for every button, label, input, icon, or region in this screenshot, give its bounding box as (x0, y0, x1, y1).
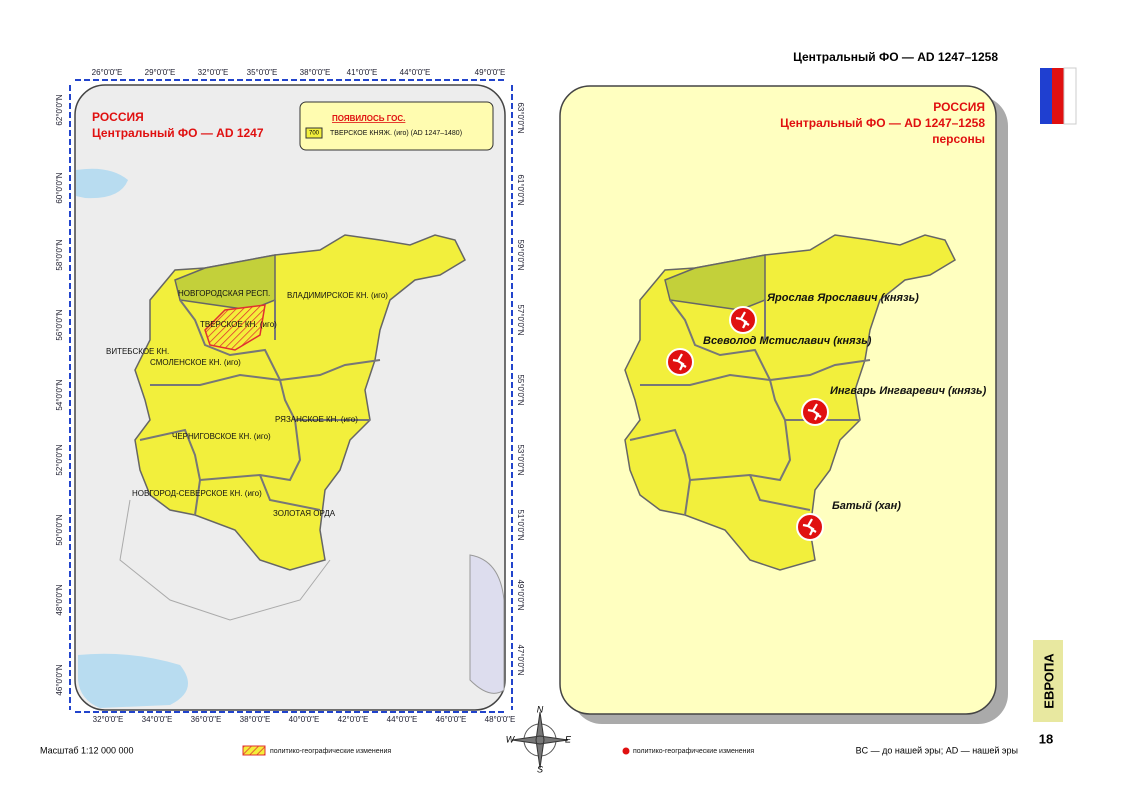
lon-tick-label: 36°0'0"E (191, 715, 222, 724)
lon-tick-label: 29°0'0"E (145, 68, 176, 77)
compass-letter: E (565, 734, 572, 744)
legend-swatch (242, 745, 266, 756)
person-label: Всеволод Мстиславич (князь) (703, 335, 872, 347)
legend-right: политико-географические изменения (633, 748, 754, 755)
lon-tick-label: 35°0'0"E (247, 68, 278, 77)
region-label: НОВГОРОДСКАЯ РЕСП. (178, 289, 270, 298)
lat-tick-label: 54°0'0"N (55, 379, 64, 410)
legend-left: политико-географические изменения (270, 748, 391, 755)
map-subtitle: Центральный ФО — AD 1247 (92, 126, 264, 140)
lat-tick-label: 62°0'0"N (55, 94, 64, 125)
lat-tick-label: 55°0'0"N (516, 374, 525, 405)
lon-tick-label: 44°0'0"E (400, 68, 431, 77)
lat-tick-label: 50°0'0"N (55, 514, 64, 545)
lon-tick-label: 34°0'0"E (142, 715, 173, 724)
lon-tick-label: 41°0'0"E (347, 68, 378, 77)
page-number: 18 (1039, 731, 1053, 746)
flag-stripe (1063, 67, 1077, 125)
person-figure (672, 353, 687, 371)
page-title: Центральный ФО — AD 1247–1258 (793, 50, 998, 64)
legend-code: 700 (309, 131, 320, 137)
lon-tick-label: 38°0'0"E (300, 68, 331, 77)
lon-tick-label: 40°0'0"E (289, 715, 320, 724)
lat-tick-label: 56°0'0"N (55, 309, 64, 340)
person-figure (802, 518, 817, 536)
section: ЕВРОПА (1041, 653, 1056, 709)
right-map (559, 85, 1008, 724)
section-box (1033, 640, 1063, 722)
person-label: Ингварь Ингваревич (князь) (830, 385, 987, 397)
legend-heading: ПОЯВИЛОСЬ ГОС. (332, 114, 405, 123)
lat-tick-label: 63°0'0"N (516, 102, 525, 133)
lon-tick-label: 32°0'0"E (198, 68, 229, 77)
lon-tick-label: 46°0'0"E (436, 715, 467, 724)
compass-letter: S (537, 764, 543, 774)
map-title: Центральный ФО — AD 1247–1258 (780, 116, 985, 130)
lat-tick-label: 60°0'0"N (55, 172, 64, 203)
map-title: РОССИЯ (933, 100, 985, 114)
lat-tick-label: 49°0'0"N (516, 579, 525, 610)
lon-tick-label: 32°0'0"E (93, 715, 124, 724)
region-label: ЧЕРНИГОВСКОЕ КН. (иго) (172, 432, 271, 441)
lat-tick-label: 57°0'0"N (516, 304, 525, 335)
lat-tick-label: 59°0'0"N (516, 239, 525, 270)
lat-tick-label: 47°0'0"N (516, 644, 525, 675)
left-map (69, 79, 513, 713)
region-label: СМОЛЕНСКОЕ КН. (иго) (150, 358, 241, 367)
compass-letter: N (537, 704, 544, 714)
lat-tick-label: 48°0'0"N (55, 584, 64, 615)
lon-tick-label: 49°0'0"E (475, 68, 506, 77)
scale: Масштаб 1:12 000 000 (40, 745, 134, 755)
lat-tick-label: 61°0'0"N (516, 174, 525, 205)
era-note: BC — до нашей эры; AD — нашей эры (856, 745, 1018, 755)
lat-tick-label: 46°0'0"N (55, 664, 64, 695)
region-label: ТВЕРСКОЕ КН. (иго) (200, 320, 277, 329)
person-figure (807, 403, 822, 421)
person-figure (735, 311, 750, 329)
lon-tick-label: 44°0'0"E (387, 715, 418, 724)
compass-rose (511, 711, 569, 769)
lon-tick-label: 42°0'0"E (338, 715, 369, 724)
region-label: НОВГОРОД-СЕВЕРСКОЕ КН. (иго) (132, 489, 262, 498)
flag-stripe (1052, 68, 1064, 124)
legend-item: ТВЕРСКОЕ КНЯЖ. (иго) (AD 1247–1480) (330, 130, 462, 137)
flag-stripe (1040, 68, 1052, 124)
lon-tick-label: 26°0'0"E (92, 68, 123, 77)
region-label: ВИТЕБСКОЕ КН. (106, 347, 169, 356)
lat-tick-label: 58°0'0"N (55, 239, 64, 270)
lat-tick-label: 51°0'0"N (516, 509, 525, 540)
person-label: Батый (хан) (832, 500, 901, 512)
map-country: РОССИЯ (92, 110, 144, 124)
legend-dot (622, 747, 630, 755)
lon-tick-label: 48°0'0"E (485, 715, 516, 724)
lat-tick-label: 53°0'0"N (516, 444, 525, 475)
map-title: персоны (932, 132, 985, 146)
region-label: ЗОЛОТАЯ ОРДА (273, 509, 336, 518)
lat-tick-label: 52°0'0"N (55, 444, 64, 475)
lon-tick-label: 38°0'0"E (240, 715, 271, 724)
compass-letter: W (506, 734, 516, 744)
region-label: ВЛАДИМИРСКОЕ КН. (иго) (287, 291, 388, 300)
region-label: РЯЗАНСКОЕ КН. (иго) (275, 415, 358, 424)
person-label: Ярослав Ярославич (князь) (766, 292, 919, 304)
